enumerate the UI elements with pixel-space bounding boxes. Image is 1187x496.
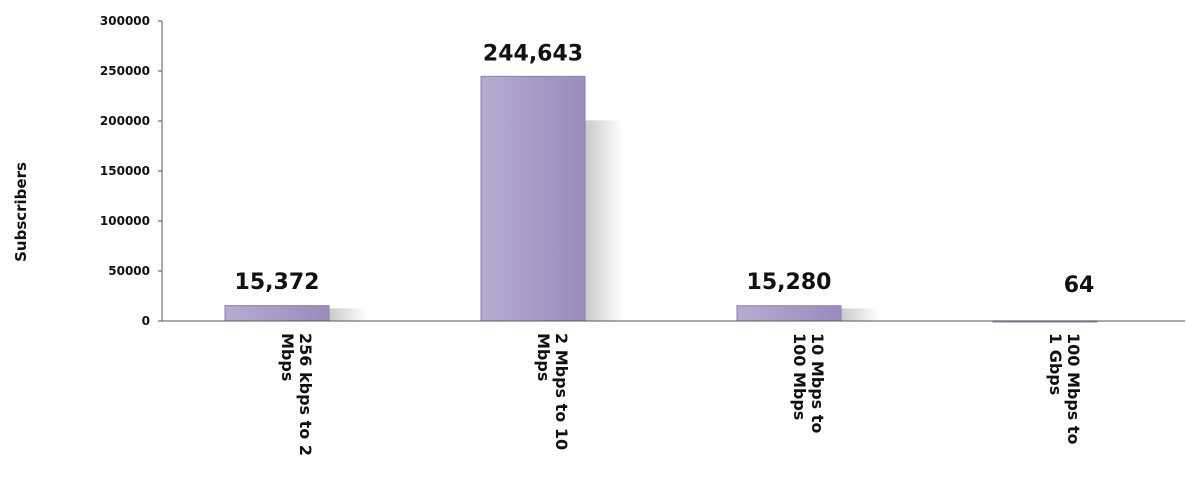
data-label: 15,372 bbox=[235, 270, 320, 295]
x-tick-label-line: 10 Mbps to bbox=[808, 333, 827, 433]
y-tick-label: 100000 bbox=[100, 214, 150, 228]
data-label: 244,643 bbox=[483, 41, 583, 66]
bar-shadow bbox=[841, 308, 879, 321]
bars bbox=[224, 75, 1098, 323]
bar-shadow bbox=[585, 120, 623, 322]
bar bbox=[736, 305, 842, 322]
data-labels: 15,372 244,643 15,280 64 bbox=[235, 41, 1095, 298]
x-tick-label-line: 100 Mbps bbox=[790, 333, 809, 420]
x-tick-label-line: 256 kbps to 2 bbox=[296, 333, 315, 456]
y-tick-label: 250000 bbox=[100, 64, 150, 78]
x-tick-label-line: Mbps bbox=[534, 333, 553, 381]
y-tick-label: 50000 bbox=[108, 264, 150, 278]
bar bbox=[224, 305, 330, 322]
y-axis-label: Subscribers bbox=[12, 162, 30, 262]
y-tick-label: 300000 bbox=[100, 14, 150, 28]
data-label: 15,280 bbox=[747, 270, 832, 295]
y-tick-label: 150000 bbox=[100, 164, 150, 178]
x-tick-label-line: 1 Gbps bbox=[1046, 333, 1065, 395]
x-tick-label-line: 2 Mbps to 10 bbox=[552, 333, 571, 450]
y-tick-label: 0 bbox=[142, 314, 150, 328]
bar-shadow bbox=[329, 308, 367, 321]
x-tick-label: 100 Mbps to1 Gbps bbox=[1046, 333, 1083, 445]
x-tick-label-line: 100 Mbps to bbox=[1064, 333, 1083, 445]
y-axis-ticks: 0 50000 100000 150000 200000 250000 300000 bbox=[100, 14, 162, 328]
x-tick-label-line: Mbps bbox=[278, 333, 297, 381]
data-label: 64 bbox=[1064, 273, 1095, 298]
bar bbox=[480, 75, 586, 322]
y-tick-label: 200000 bbox=[100, 114, 150, 128]
